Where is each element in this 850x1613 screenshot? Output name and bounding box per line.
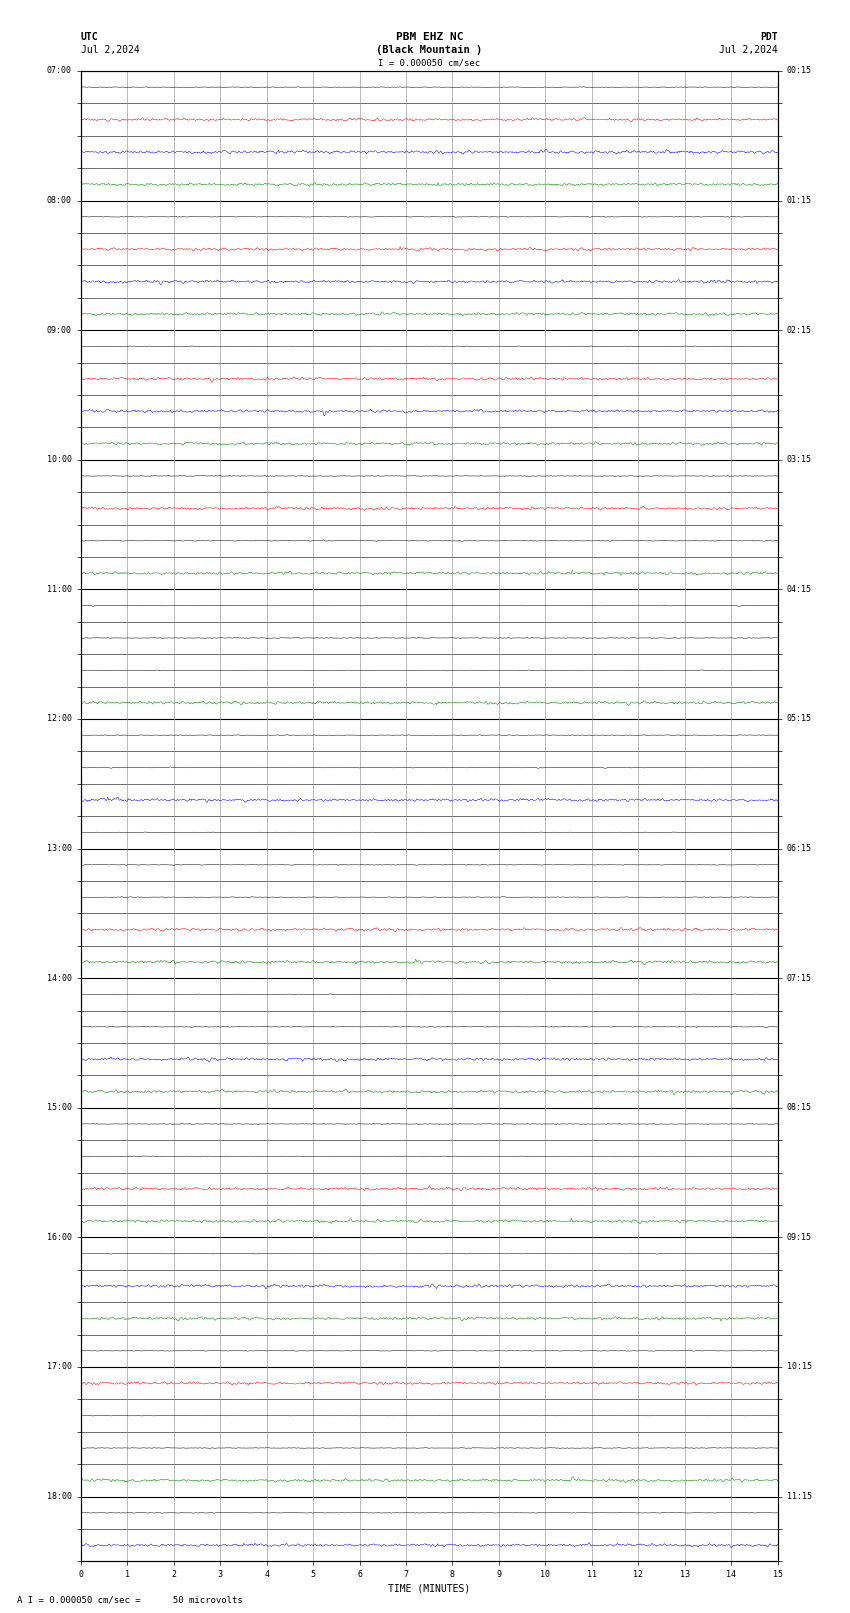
Text: PDT: PDT	[760, 32, 778, 42]
Text: A I = 0.000050 cm/sec =      50 microvolts: A I = 0.000050 cm/sec = 50 microvolts	[17, 1595, 243, 1605]
Text: (Black Mountain ): (Black Mountain )	[376, 45, 483, 55]
Text: I = 0.000050 cm/sec: I = 0.000050 cm/sec	[378, 58, 480, 68]
Text: Jul 2,2024: Jul 2,2024	[81, 45, 139, 55]
Text: Jul 2,2024: Jul 2,2024	[719, 45, 778, 55]
Text: PBM EHZ NC: PBM EHZ NC	[395, 32, 463, 42]
Text: UTC: UTC	[81, 32, 99, 42]
X-axis label: TIME (MINUTES): TIME (MINUTES)	[388, 1584, 470, 1594]
